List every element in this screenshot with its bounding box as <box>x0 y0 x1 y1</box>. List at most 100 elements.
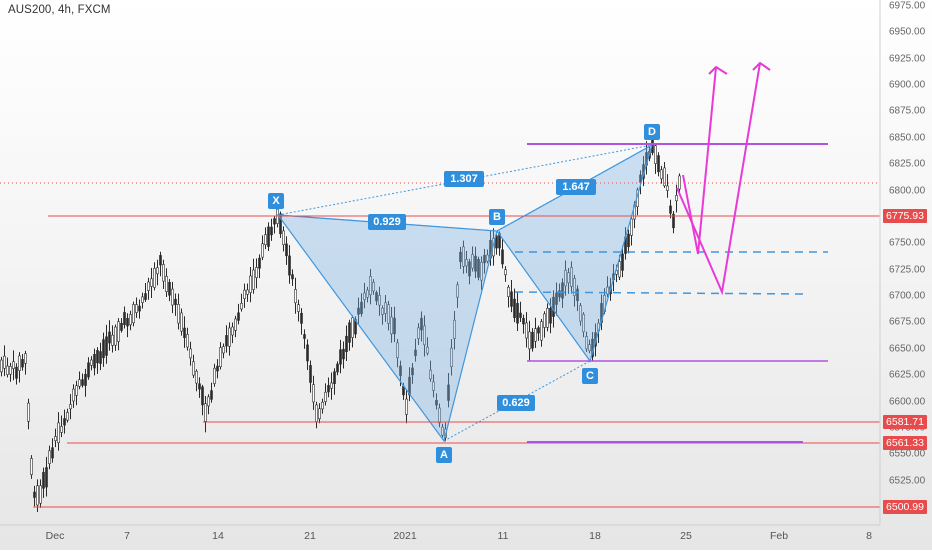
ratio-bd-label[interactable]: 1.647 <box>556 179 596 195</box>
candle-body <box>414 349 417 356</box>
candle-body <box>543 313 546 328</box>
candle-body <box>552 296 555 317</box>
candle-body <box>561 282 564 299</box>
ratio-ac-label[interactable]: 0.629 <box>497 395 535 411</box>
time-tick-label: 21 <box>304 530 316 542</box>
candle-body <box>150 278 153 287</box>
candle-body <box>249 275 252 293</box>
candle-body <box>357 307 360 315</box>
candle-body <box>186 334 189 348</box>
candle-body <box>654 145 657 164</box>
candle-body <box>567 272 570 284</box>
candle-body <box>324 391 327 402</box>
price-tick-label: 6825.00 <box>889 158 926 170</box>
candle-body <box>375 292 378 302</box>
candle-body <box>549 308 552 324</box>
candle-body <box>558 290 561 298</box>
symbol-title[interactable]: AUS200, 4h, FXCM <box>8 4 111 16</box>
candle-body <box>432 381 435 391</box>
candle-body <box>639 174 642 183</box>
candle-body <box>393 317 396 335</box>
point-d-label[interactable]: D <box>644 124 660 140</box>
candle-body <box>450 347 453 368</box>
candle-body <box>564 269 567 287</box>
candle-body <box>255 267 258 278</box>
candle-body <box>468 261 471 277</box>
point-a-label[interactable]: A <box>436 447 452 463</box>
candle-body <box>30 458 33 475</box>
price-tick-label: 6925.00 <box>889 53 926 65</box>
candle-body <box>618 261 621 278</box>
projection-arrows[interactable] <box>676 61 771 296</box>
candle-body <box>363 292 366 300</box>
candle-body <box>630 218 633 236</box>
ratio-xd-label[interactable]: 1.307 <box>444 171 484 187</box>
price-tick-label: 6550.00 <box>889 448 926 460</box>
arrowhead-1 <box>708 65 728 75</box>
candle-body <box>111 334 114 346</box>
candle-body <box>51 447 54 459</box>
candle-body <box>282 230 285 245</box>
candle-body <box>570 267 573 287</box>
candle-body <box>72 388 75 402</box>
candle-body <box>42 472 45 489</box>
price-tick-label: 6875.00 <box>889 105 926 117</box>
candle-body <box>198 383 201 390</box>
candle-body <box>48 450 51 464</box>
candle-body <box>540 321 543 341</box>
candle-body <box>369 276 372 296</box>
candle-body <box>546 307 549 328</box>
candle-body <box>333 371 336 385</box>
candle-body <box>315 404 318 422</box>
candle-body <box>204 403 207 422</box>
candle-body <box>84 373 87 386</box>
candle-body <box>294 289 297 304</box>
horizontal-levels[interactable] <box>0 143 880 508</box>
candle-body <box>159 255 162 266</box>
target-dashed-2[interactable] <box>514 291 804 295</box>
candle-body <box>453 319 456 339</box>
candle-body <box>495 235 498 249</box>
candle-body <box>117 321 120 342</box>
time-tick-label: 18 <box>589 530 601 542</box>
candle-body <box>441 426 444 436</box>
candle-body <box>330 382 333 389</box>
candle-body <box>366 289 369 298</box>
time-tick-label: Dec <box>45 530 65 542</box>
time-tick-label: 25 <box>680 530 692 542</box>
candle-body <box>471 254 474 269</box>
candle-body <box>57 422 60 444</box>
candle-body <box>216 365 219 372</box>
candle-body <box>261 243 264 258</box>
candle-body <box>672 213 675 229</box>
ratio-xb-label[interactable]: 0.929 <box>368 214 406 230</box>
candle-body <box>342 348 345 360</box>
candle-body <box>180 312 183 332</box>
candle-body <box>555 292 558 305</box>
candle-body <box>240 303 243 310</box>
time-tick-label: 11 <box>497 530 509 542</box>
point-c-label[interactable]: C <box>582 368 598 384</box>
candle-body <box>252 269 255 290</box>
candle-body <box>525 322 528 339</box>
xab-triangle[interactable] <box>276 214 498 443</box>
projection-path-2[interactable] <box>676 62 761 296</box>
candle-body <box>201 386 204 406</box>
candle-body <box>405 398 408 415</box>
candle-body <box>507 286 510 297</box>
point-b-label[interactable]: B <box>489 209 505 225</box>
candle-body <box>345 335 348 353</box>
candle-body <box>153 268 156 288</box>
point-x-label[interactable]: X <box>268 193 284 209</box>
candle-body <box>9 366 12 375</box>
price-tick-label: 6675.00 <box>889 316 926 328</box>
harmonic-pattern[interactable] <box>276 143 653 443</box>
xd-ratio-line <box>277 144 653 216</box>
candle-body <box>360 301 363 314</box>
price-tick-label: 6700.00 <box>889 290 926 302</box>
projection-path-1[interactable] <box>682 66 717 255</box>
candle-body <box>573 278 576 296</box>
candle-body <box>207 396 210 407</box>
